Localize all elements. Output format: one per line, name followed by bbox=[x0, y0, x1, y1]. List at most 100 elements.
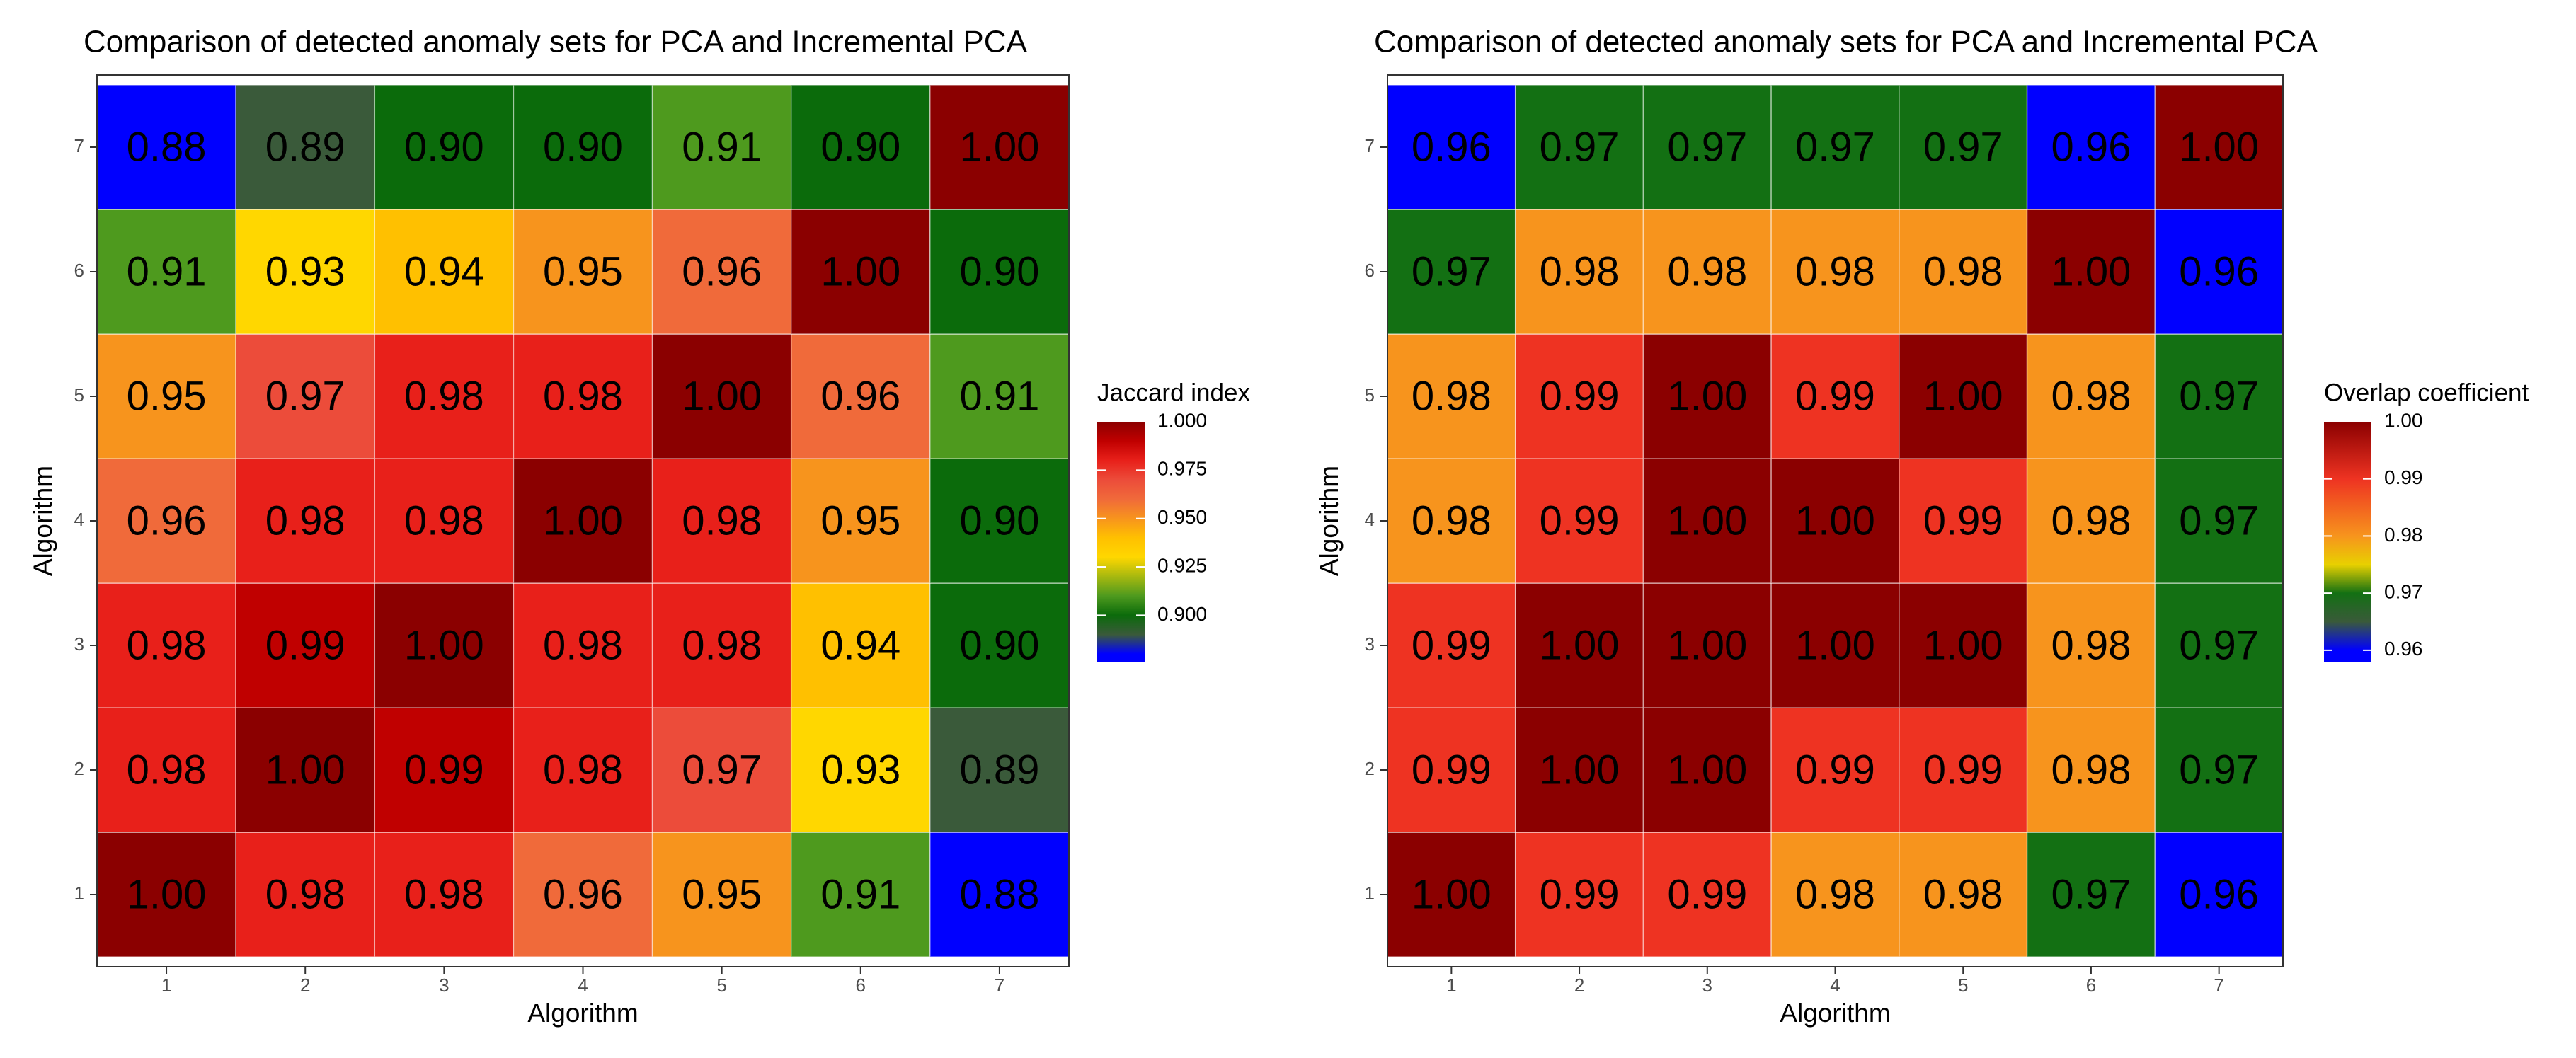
x-tick-label: 3 bbox=[439, 974, 449, 996]
cell-label: 0.90 bbox=[959, 498, 1039, 544]
cell-label: 0.96 bbox=[543, 871, 623, 917]
x-tick-label: 2 bbox=[1574, 974, 1584, 996]
heatmap-cell bbox=[1387, 458, 1516, 584]
cell-label: 0.99 bbox=[1923, 747, 2003, 793]
heatmap-cell bbox=[790, 582, 931, 708]
legend-title: Overlap coefficient bbox=[2324, 379, 2529, 406]
cell-label: 0.98 bbox=[1923, 248, 2003, 294]
heatmap-cell bbox=[790, 832, 931, 958]
heatmap-cell bbox=[1514, 458, 1644, 584]
heatmap-cell bbox=[1770, 84, 1900, 210]
cell-label: 0.96 bbox=[2179, 248, 2259, 294]
legend-title: Jaccard index bbox=[1097, 379, 1250, 406]
cell-label: 0.98 bbox=[265, 871, 345, 917]
colorbar-tick-label: 0.98 bbox=[2384, 524, 2423, 546]
y-tick-label: 1 bbox=[1365, 882, 1375, 904]
x-tick-label: 3 bbox=[1702, 974, 1712, 996]
cell-label: 0.97 bbox=[2179, 622, 2259, 668]
cell-label: 0.99 bbox=[1540, 871, 1620, 917]
cell-label: 1.00 bbox=[543, 498, 623, 544]
heatmap-cell bbox=[513, 458, 653, 584]
cell-label: 0.99 bbox=[1412, 622, 1492, 668]
heatmap-cell bbox=[1642, 209, 1772, 335]
y-tick-label: 6 bbox=[1365, 260, 1375, 281]
cell-label: 1.00 bbox=[404, 622, 484, 668]
y-tick-label: 3 bbox=[74, 633, 84, 655]
heatmap-cell bbox=[1387, 582, 1516, 708]
y-tick-label: 1 bbox=[74, 882, 84, 904]
cell-label: 0.90 bbox=[959, 248, 1039, 294]
heatmap-cell bbox=[1387, 84, 1516, 210]
cell-label: 0.97 bbox=[2179, 747, 2259, 793]
cell-label: 0.99 bbox=[1795, 747, 1875, 793]
y-tick-label: 5 bbox=[1365, 384, 1375, 406]
heatmap-cell bbox=[513, 832, 653, 958]
cell-label: 0.89 bbox=[265, 124, 345, 170]
heatmap-cell bbox=[1642, 707, 1772, 833]
x-tick-label: 1 bbox=[1446, 974, 1456, 996]
heatmap-cell bbox=[651, 707, 792, 833]
heatmap-cell bbox=[1770, 209, 1900, 335]
colorbar-tick-label: 0.900 bbox=[1157, 603, 1207, 625]
cell-label: 0.90 bbox=[543, 124, 623, 170]
chart-title: Comparison of detected anomaly sets for … bbox=[1374, 25, 2318, 59]
heatmap-cell bbox=[929, 582, 1070, 708]
cell-label: 0.91 bbox=[127, 248, 207, 294]
y-tick-label: 5 bbox=[74, 384, 84, 406]
cell-label: 0.98 bbox=[1412, 498, 1492, 544]
cell-label: 0.97 bbox=[1412, 248, 1492, 294]
heatmap-cell bbox=[2154, 582, 2284, 708]
heatmap-cell bbox=[96, 832, 236, 958]
heatmap-cell bbox=[2154, 458, 2284, 584]
heatmap-cell bbox=[1770, 707, 1900, 833]
cell-label: 0.97 bbox=[1923, 124, 2003, 170]
cell-label: 0.90 bbox=[820, 124, 900, 170]
cell-label: 1.00 bbox=[1412, 871, 1492, 917]
cell-label: 0.93 bbox=[820, 747, 900, 793]
x-axis-label: Algorithm bbox=[1780, 999, 1890, 1028]
cell-label: 0.88 bbox=[127, 124, 207, 170]
heatmap-cell bbox=[1770, 333, 1900, 459]
cell-label: 1.00 bbox=[682, 373, 762, 419]
heatmap-cell bbox=[651, 84, 792, 210]
x-tick-label: 6 bbox=[856, 974, 866, 996]
heatmap-cell bbox=[929, 832, 1070, 958]
y-axis-label: Algorithm bbox=[1315, 466, 1344, 576]
cell-label: 0.99 bbox=[404, 747, 484, 793]
cell-label: 0.97 bbox=[2051, 871, 2131, 917]
cell-label: 1.00 bbox=[265, 747, 345, 793]
cell-label: 1.00 bbox=[1667, 622, 1747, 668]
cell-label: 0.96 bbox=[682, 248, 762, 294]
cell-label: 0.95 bbox=[543, 248, 623, 294]
cell-label: 0.96 bbox=[127, 498, 207, 544]
cell-label: 1.00 bbox=[1540, 622, 1620, 668]
heatmap-cell bbox=[1387, 832, 1516, 958]
heatmap-cell bbox=[1899, 84, 2028, 210]
heatmap-cell bbox=[235, 582, 376, 708]
heatmap-cell bbox=[2154, 832, 2284, 958]
y-tick-label: 7 bbox=[74, 135, 84, 156]
cell-label: 0.97 bbox=[1667, 124, 1747, 170]
cell-label: 1.00 bbox=[1667, 373, 1747, 419]
x-tick-label: 5 bbox=[716, 974, 726, 996]
heatmap-cell bbox=[2154, 707, 2284, 833]
cell-label: 0.95 bbox=[820, 498, 900, 544]
heatmap-cell bbox=[2154, 84, 2284, 210]
cell-label: 0.99 bbox=[1540, 373, 1620, 419]
heatmap-cell bbox=[374, 209, 515, 335]
cell-label: 0.94 bbox=[404, 248, 484, 294]
heatmap-cell bbox=[235, 832, 376, 958]
heatmap-cell bbox=[790, 333, 931, 459]
cell-label: 0.99 bbox=[265, 622, 345, 668]
heatmap-cell bbox=[513, 582, 653, 708]
cell-label: 0.98 bbox=[682, 622, 762, 668]
heatmap-cell bbox=[235, 209, 376, 335]
heatmap-cell bbox=[1899, 333, 2028, 459]
cell-label: 0.98 bbox=[127, 622, 207, 668]
heatmap-cell bbox=[1899, 209, 2028, 335]
heatmap-cell bbox=[1514, 209, 1644, 335]
cell-label: 0.98 bbox=[2051, 622, 2131, 668]
cell-label: 0.99 bbox=[1412, 747, 1492, 793]
y-axis-label: Algorithm bbox=[28, 466, 57, 576]
